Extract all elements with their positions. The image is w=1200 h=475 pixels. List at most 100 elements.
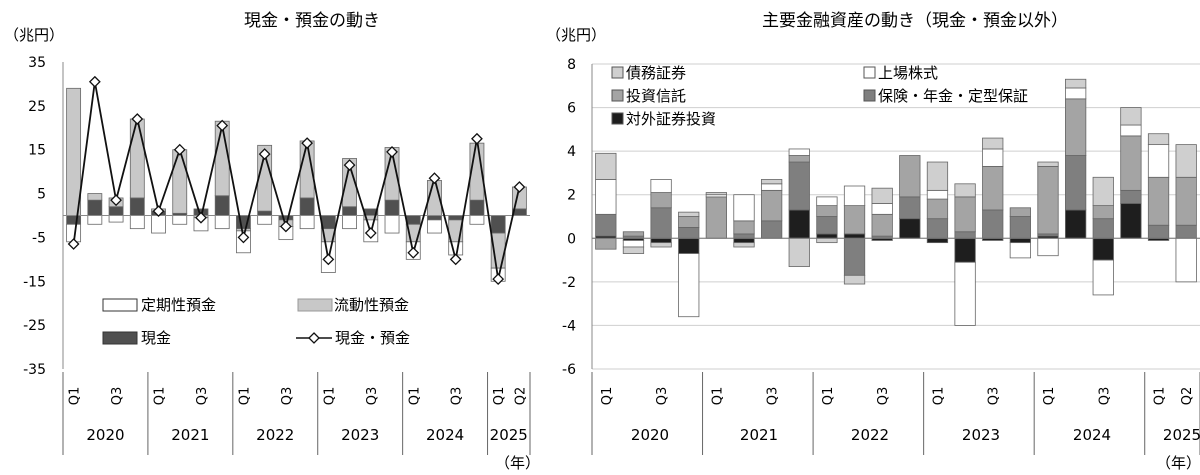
chart2-y-unit: （兆円） xyxy=(546,26,606,44)
legend-swatch-diamond xyxy=(308,332,320,344)
debt-securities-bar xyxy=(1092,176,1114,207)
cash-bar xyxy=(129,197,145,216)
term-deposit-bar xyxy=(87,215,103,225)
investment-trust-bar xyxy=(788,155,810,163)
cash-deposit-total-point xyxy=(131,113,144,125)
insurance-pension-bar xyxy=(926,218,949,239)
insurance-pension-bar xyxy=(1065,155,1087,211)
insurance-pension-bar xyxy=(899,196,921,220)
debt-securities-bar xyxy=(816,237,838,244)
listed-equity-bar xyxy=(1065,87,1087,100)
debt-securities-bar xyxy=(1175,144,1197,178)
year-label: 2022 xyxy=(851,426,889,444)
debt-securities-bar xyxy=(761,179,783,185)
y-tick-label: 8 xyxy=(567,57,576,73)
insurance-pension-bar xyxy=(761,220,783,239)
quarter-label: Q1 xyxy=(153,387,168,406)
investment-trust-bar xyxy=(816,205,838,217)
outward-securities-bar xyxy=(1120,203,1142,239)
cash-deposit-total-point xyxy=(322,253,335,266)
y-tick-label: 2 xyxy=(567,188,576,204)
cash-bar xyxy=(214,195,230,216)
insurance-pension-bar xyxy=(843,237,866,276)
y-tick-label: -15 xyxy=(23,274,46,290)
debt-securities-bar xyxy=(843,274,866,285)
legend-swatch-equity xyxy=(863,66,876,79)
year-label: 2023 xyxy=(341,426,379,444)
cash-deposit-total-point xyxy=(364,227,377,239)
listed-equity-bar xyxy=(1092,259,1114,296)
cash-deposit-chart: 現金・預金の動き （兆円） （年） 35 25 15 5 -5 -15 -25 -35 Q1 Q3 Q1 Q… xyxy=(4,11,540,472)
y-tick-label: 5 xyxy=(37,187,46,203)
listed-equity-bar xyxy=(650,179,672,193)
insurance-pension-bar xyxy=(1120,189,1142,204)
year-label: 2020 xyxy=(86,426,124,444)
cash-deposit-total-point xyxy=(216,119,229,132)
quarter-label: Q3 xyxy=(450,387,465,406)
insurance-pension-bar xyxy=(1175,224,1197,239)
y-tick-label: 0 xyxy=(567,231,576,247)
quarter-label: Q1 xyxy=(710,387,725,406)
liquid-deposit-bar xyxy=(87,193,103,201)
legend-term: 定期性預金 xyxy=(141,296,216,314)
cash-bar xyxy=(66,215,82,225)
cash-bar xyxy=(469,199,485,216)
year-label: 2020 xyxy=(631,426,669,444)
cash-deposit-total-point xyxy=(237,231,250,244)
insurance-pension-bar xyxy=(1147,224,1170,239)
insurance-pension-bar xyxy=(1009,216,1031,239)
outward-securities-bar xyxy=(733,237,755,244)
listed-equity-bar xyxy=(761,183,783,191)
year-label: 2022 xyxy=(256,426,294,444)
listed-equity-bar xyxy=(1175,237,1197,283)
year-label: 2025 xyxy=(1163,426,1200,444)
term-deposit-bar xyxy=(342,215,357,230)
cash-bar xyxy=(427,215,442,221)
insurance-pension-bar xyxy=(982,209,1004,239)
cash-deposit-total-point xyxy=(386,145,398,158)
listed-equity-bar xyxy=(982,148,1004,167)
quarter-label: Q1 xyxy=(68,387,83,406)
cash-deposit-total-point xyxy=(471,132,483,145)
quarter-label: Q1 xyxy=(237,387,252,406)
debt-securities-bar xyxy=(1120,107,1142,126)
quarter-label: Q1 xyxy=(821,387,836,406)
outward-securities-bar xyxy=(788,209,810,239)
investment-trust-bar xyxy=(1120,135,1142,191)
liquid-deposit-bar xyxy=(342,158,357,208)
term-deposit-bar xyxy=(469,215,485,225)
liquid-deposit-bar xyxy=(66,87,82,216)
cash-bar xyxy=(342,206,357,216)
outward-securities-bar xyxy=(1009,237,1031,244)
quarter-label: Q3 xyxy=(655,387,670,406)
debt-securities-bar xyxy=(1147,133,1170,146)
investment-trust-bar xyxy=(926,198,949,220)
quarter-label: Q1 xyxy=(931,387,946,406)
y-tick-label: 4 xyxy=(567,144,576,160)
quarter-label: Q3 xyxy=(876,387,891,406)
legend-cash: 現金 xyxy=(141,329,171,347)
quarter-label: Q1 xyxy=(1153,387,1168,406)
debt-securities-bar xyxy=(650,242,672,248)
term-deposit-bar xyxy=(257,215,273,225)
term-deposit-bar xyxy=(299,215,315,230)
y-tick-label: 25 xyxy=(28,99,46,115)
outward-securities-bar xyxy=(678,237,700,254)
legend-swatch-term xyxy=(102,298,138,312)
legend-insurance: 保険・年金・定型保証 xyxy=(878,87,1028,105)
cash-deposit-total-point xyxy=(152,205,165,218)
chart1-x-unit: （年） xyxy=(495,454,540,472)
cash-deposit-total-point xyxy=(513,181,526,193)
listed-equity-bar xyxy=(926,189,949,200)
insurance-pension-bar xyxy=(733,233,755,239)
quarter-label: Q1 xyxy=(492,387,507,406)
quarter-label: Q1 xyxy=(322,387,337,406)
legend-liquid: 流動性預金 xyxy=(334,296,409,314)
debt-securities-bar xyxy=(871,187,893,204)
investment-trust-bar xyxy=(650,192,672,209)
insurance-pension-bar xyxy=(816,216,838,235)
cash-deposit-total-point xyxy=(173,143,186,156)
cash-bar xyxy=(278,215,294,221)
cash-bar xyxy=(405,215,421,225)
investment-trust-bar xyxy=(733,220,755,235)
